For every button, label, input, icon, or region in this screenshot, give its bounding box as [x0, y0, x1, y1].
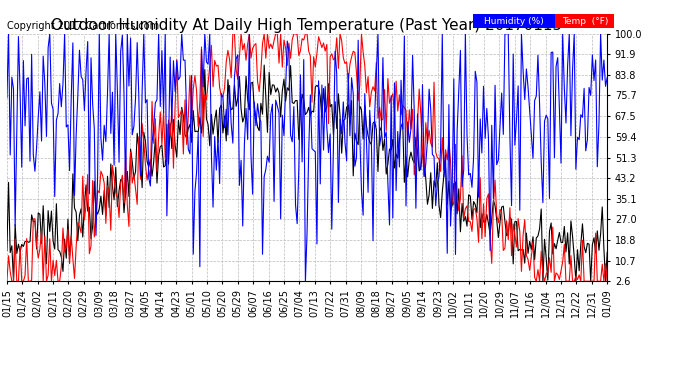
Text: Temp  (°F): Temp (°F)	[562, 16, 608, 26]
Text: Humidity (%): Humidity (%)	[484, 16, 544, 26]
Text: Copyright 2017 Cartronics.com: Copyright 2017 Cartronics.com	[7, 21, 159, 31]
FancyBboxPatch shape	[555, 14, 614, 28]
FancyBboxPatch shape	[473, 14, 555, 28]
Title: Outdoor Humidity At Daily High Temperature (Past Year) 20170115: Outdoor Humidity At Daily High Temperatu…	[52, 18, 562, 33]
